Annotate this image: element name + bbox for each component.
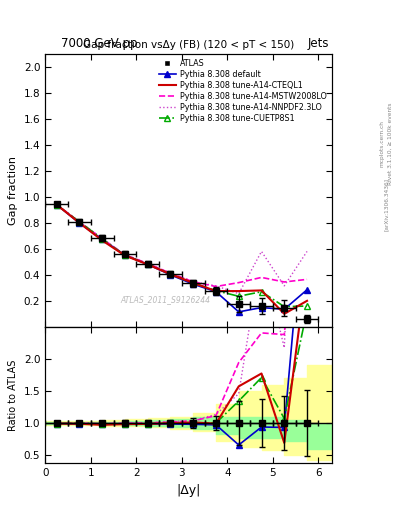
Text: mcplots.cern.ch: mcplots.cern.ch [380, 120, 384, 167]
Text: Jets: Jets [308, 37, 329, 50]
X-axis label: |Δy|: |Δy| [176, 484, 201, 497]
Y-axis label: Gap fraction: Gap fraction [8, 156, 18, 225]
Text: 7000 GeV pp: 7000 GeV pp [61, 37, 138, 50]
Text: [arXiv:1306.3436]: [arXiv:1306.3436] [384, 178, 389, 231]
Y-axis label: Ratio to ATLAS: Ratio to ATLAS [8, 359, 18, 431]
Title: Gap fraction vsΔy (FB) (120 < pT < 150): Gap fraction vsΔy (FB) (120 < pT < 150) [83, 40, 294, 50]
Legend: ATLAS, Pythia 8.308 default, Pythia 8.308 tune-A14-CTEQL1, Pythia 8.308 tune-A14: ATLAS, Pythia 8.308 default, Pythia 8.30… [155, 55, 331, 126]
Text: ATLAS_2011_S9126244: ATLAS_2011_S9126244 [121, 295, 211, 304]
Text: Rivet 3.1.10, ≥ 100k events: Rivet 3.1.10, ≥ 100k events [388, 102, 393, 185]
